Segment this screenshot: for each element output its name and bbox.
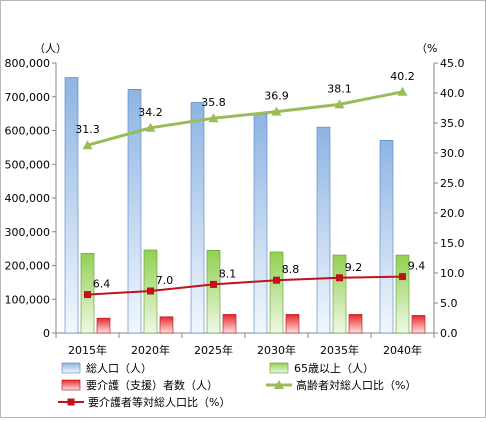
bar-series-0 — [190, 102, 205, 334]
data-label: 35.8 — [201, 96, 226, 109]
left-axis-unit: （人） — [34, 42, 67, 55]
legend-swatch — [61, 379, 81, 391]
bar-series-2 — [411, 315, 426, 334]
data-label: 9.2 — [345, 261, 363, 274]
right-tick-label: 25.0 — [440, 177, 465, 190]
bar-series-1 — [206, 250, 221, 334]
bar-series-0 — [64, 77, 79, 334]
line-point-triangle — [82, 140, 93, 150]
legend-marker — [67, 398, 75, 406]
right-tick-label: 40.0 — [440, 87, 465, 100]
x-tick-label: 2030年 — [257, 343, 296, 357]
left-tick-label: 400,000 — [5, 192, 51, 205]
bar-series-0 — [127, 89, 142, 334]
x-tick-label: 2015年 — [68, 343, 107, 357]
data-label: 38.1 — [327, 82, 352, 95]
legend-swatch — [61, 362, 81, 374]
bar-series-0 — [316, 126, 331, 334]
data-label: 34.2 — [138, 106, 163, 119]
legend-marker — [274, 380, 284, 389]
bar-series-2 — [159, 316, 174, 334]
left-tick-label: 500,000 — [5, 158, 51, 171]
data-label: 40.2 — [390, 70, 415, 83]
line-point-triangle — [397, 86, 408, 96]
left-tick-label: 100,000 — [5, 293, 51, 306]
right-axis-unit: （% — [416, 42, 437, 55]
right-tick-label: 0.0 — [440, 327, 458, 340]
legend-label: 要介護（支援）者数（人） — [86, 378, 218, 392]
left-tick-label: 600,000 — [5, 125, 51, 138]
x-tick-label: 2025年 — [194, 343, 233, 357]
right-tick-label: 10.0 — [440, 267, 465, 280]
line-point-square — [273, 276, 280, 284]
right-tick-label: 15.0 — [440, 237, 465, 250]
legend-label: 65歳以上（人） — [294, 362, 374, 375]
data-label: 6.4 — [93, 278, 111, 291]
legend-label: 要介護者等対総人口比（%） — [88, 395, 230, 409]
line-point-square — [84, 291, 91, 299]
right-tick-label: 35.0 — [440, 117, 465, 130]
left-tick-label: 200,000 — [5, 260, 51, 273]
left-tick-label: 0 — [43, 327, 50, 340]
data-label: 8.1 — [219, 267, 237, 280]
line-point-triangle — [334, 99, 345, 109]
bar-series-2 — [222, 314, 237, 334]
line-point-square — [210, 280, 217, 288]
left-tick-label: 800,000 — [5, 57, 51, 70]
legend-label: 高齢者対総人口比（%） — [296, 378, 416, 392]
bar-series-0 — [253, 114, 268, 334]
line-point-square — [336, 274, 343, 282]
x-tick-label: 2035年 — [320, 343, 359, 357]
bar-series-0 — [379, 139, 394, 334]
data-label: 8.8 — [282, 263, 300, 276]
data-label: 9.4 — [408, 260, 426, 273]
line-point-triangle — [208, 113, 219, 123]
line-point-triangle — [145, 122, 156, 132]
bar-series-1 — [269, 251, 284, 334]
x-tick-label: 2040年 — [383, 343, 422, 357]
legend-label: 総人口（人） — [86, 361, 152, 375]
data-label: 31.3 — [75, 123, 100, 136]
right-tick-label: 20.0 — [440, 207, 465, 220]
bar-series-2 — [285, 314, 300, 334]
line-series-1 — [87, 275, 403, 296]
left-tick-label: 300,000 — [5, 226, 51, 239]
line-point-triangle — [271, 106, 282, 116]
right-tick-label: 30.0 — [440, 147, 465, 160]
data-label: 7.0 — [156, 274, 174, 287]
line-series-0 — [87, 90, 403, 147]
line-point-square — [399, 273, 406, 281]
legend-swatch — [269, 362, 289, 374]
data-label: 36.9 — [264, 90, 289, 103]
right-tick-label: 5.0 — [440, 297, 458, 310]
line-point-square — [147, 287, 154, 295]
x-tick-label: 2020年 — [131, 343, 170, 357]
bar-series-2 — [348, 314, 363, 334]
right-tick-label: 45.0 — [440, 57, 465, 70]
left-tick-label: 700,000 — [5, 91, 51, 104]
bar-series-2 — [96, 317, 111, 334]
